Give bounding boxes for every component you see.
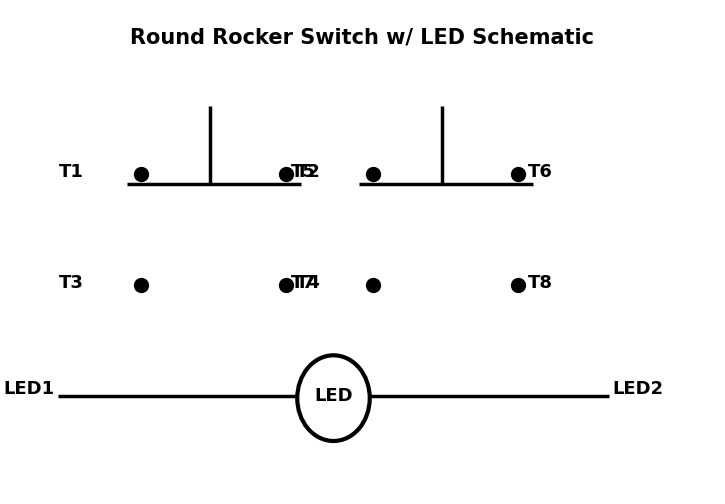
- Text: LED2: LED2: [613, 380, 664, 398]
- Point: [513, 170, 524, 178]
- Text: LED1: LED1: [3, 380, 54, 398]
- Point: [281, 281, 292, 289]
- Text: T8: T8: [528, 274, 552, 292]
- Text: T6: T6: [528, 163, 552, 181]
- Text: T7: T7: [291, 274, 315, 292]
- Point: [281, 170, 292, 178]
- Text: LED: LED: [314, 387, 353, 405]
- Point: [368, 281, 379, 289]
- Point: [513, 281, 524, 289]
- Text: T4: T4: [296, 274, 320, 292]
- Ellipse shape: [297, 355, 370, 441]
- Point: [368, 170, 379, 178]
- Text: T5: T5: [291, 163, 315, 181]
- Text: T3: T3: [59, 274, 83, 292]
- Text: T1: T1: [59, 163, 83, 181]
- Point: [136, 281, 147, 289]
- Point: [136, 170, 147, 178]
- Text: T2: T2: [296, 163, 320, 181]
- Text: Round Rocker Switch w/ LED Schematic: Round Rocker Switch w/ LED Schematic: [130, 28, 594, 48]
